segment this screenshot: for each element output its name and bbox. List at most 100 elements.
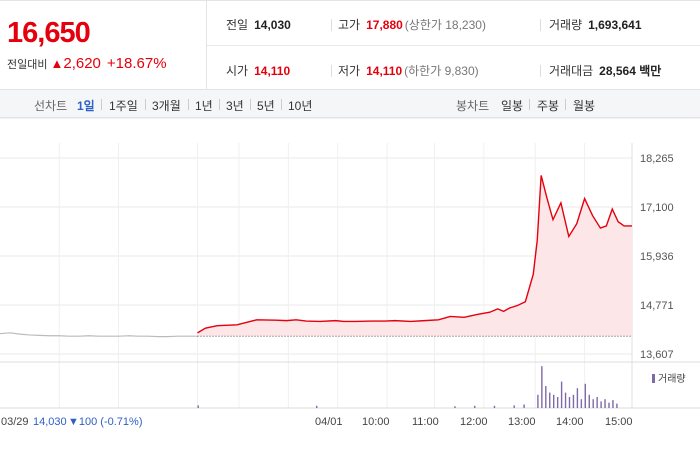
volume-bar [316,405,318,408]
change-value: 2,620 [63,55,101,72]
tab-monthly-candle[interactable]: 월봉 [573,99,596,113]
price-chart: 18,265 17,100 15,936 14,771 13,607 거래량 04/01 10… [0,118,700,428]
change-row: 전일대비 ▲2,620 +18.67% [7,55,167,72]
divider [331,65,332,77]
tab-1day[interactable]: 1일 [77,99,95,113]
volume-bar [580,399,583,408]
divider [188,99,189,110]
row-divider [207,45,700,46]
volume-bar [572,394,575,408]
volume-bar [568,397,571,408]
divider [281,99,282,110]
stat-amount: 거래대금 28,564 백만 [549,62,661,79]
x-tick-label: 11:00 [412,416,439,428]
stat-value: 14,030 [254,18,291,32]
stat-label: 시가 [226,64,249,78]
volume-bar [592,399,594,408]
tab-daily-candle[interactable]: 일봉 [501,99,524,113]
stat-label: 거래대금 [549,64,594,78]
stat-value: 1,693,641 [588,18,642,32]
stat-label: 전일 [226,18,249,32]
stat-label: 저가 [338,64,361,78]
price-line [197,175,632,334]
tab-1week[interactable]: 1주일 [109,99,138,113]
tab-5year[interactable]: 5년 [257,99,275,113]
volume-bar [584,383,586,408]
stat-value: 17,880 [366,18,403,32]
divider [145,99,146,110]
volume-bar [537,394,539,408]
volume-bar [612,400,614,408]
volume-bar [545,386,547,408]
prev-day-close-label: 14,030 [33,416,67,428]
current-price: 16,650 [7,17,91,49]
y-tick-label: 18,265 [640,153,674,165]
y-tick-label: 15,936 [640,251,674,263]
divider [331,19,332,31]
tab-weekly-candle[interactable]: 주봉 [537,99,560,113]
line-chart-title: 선차트 [34,99,68,113]
volume-bar [553,394,555,408]
x-tick-label: 10:00 [362,416,390,428]
prev-day-date-label: 03/29 [1,416,29,428]
volume-bar [549,392,551,408]
stat-prev-close: 전일 14,030 [226,16,291,33]
divider [565,99,566,110]
chart-tabs-bar: 선차트 1일 1주일 3개월 1년 3년 5년 10년 봉차트 일봉 주봉 월봉 [0,90,700,118]
tab-3year[interactable]: 3년 [226,99,244,113]
divider [250,99,251,110]
x-tick-label: 15:00 [605,416,633,428]
stat-open: 시가 14,110 [226,62,290,79]
change-label: 전일대비 [7,59,48,71]
volume-bar [493,405,496,408]
divider [540,65,541,77]
stat-unit: 백만 [639,64,662,78]
volume-bar [604,399,606,408]
y-tick-label: 13,607 [640,349,674,361]
volume-bar [588,394,590,408]
tab-1year[interactable]: 1년 [195,99,213,113]
stat-volume: 거래량 1,693,641 [549,16,642,33]
stat-value: 14,110 [366,64,403,78]
prev-day-change-label: ▼100 (-0.71%) [68,416,142,428]
divider [219,99,220,110]
volume-bar [474,405,476,408]
candle-chart-title: 봉차트 [456,99,490,113]
volume-bar [513,405,515,408]
up-arrow-icon: ▲ [50,56,64,71]
price-box: 16,650 전일대비 ▲2,620 +18.67% [0,1,207,89]
volume-bar [523,404,525,408]
volume-bar [556,397,559,408]
volume-bar [560,381,563,408]
y-tick-label: 17,100 [640,202,674,214]
prev-day-line [0,332,198,338]
stat-low: 저가 14,110 (하한가 9,830) [338,62,479,79]
x-tick-label: 04/01 [315,416,343,428]
y-tick-label: 14,771 [640,300,674,312]
stat-value: 14,110 [254,64,291,78]
volume-bar [596,397,598,408]
price-area-fill [197,175,632,337]
tab-3month[interactable]: 3개월 [152,99,181,113]
stat-high: 고가 17,880 (상한가 18,230) [338,16,486,33]
divider [101,99,102,110]
x-tick-label: 12:00 [460,416,488,428]
volume-legend-swatch [652,374,655,383]
change-percent: +18.67% [106,55,167,72]
quote-summary: 16,650 전일대비 ▲2,620 +18.67% 전일 14,030 고가 17,8… [0,0,700,90]
volume-bar [600,401,602,408]
volume-bar [541,366,543,408]
volume-bar [576,388,579,408]
stat-label: 고가 [338,18,361,32]
divider [540,19,541,31]
volume-bar [197,405,199,408]
tab-10year[interactable]: 10년 [288,99,313,113]
volume-legend-label: 거래량 [658,373,686,385]
divider [529,99,530,110]
volume-bar [564,392,567,408]
volume-bar [454,406,456,408]
stat-sub: (하한가 9,830) [404,64,479,78]
stat-sub: (상한가 18,230) [404,18,486,32]
x-tick-label: 13:00 [508,416,536,428]
stat-value: 28,564 [599,64,636,78]
